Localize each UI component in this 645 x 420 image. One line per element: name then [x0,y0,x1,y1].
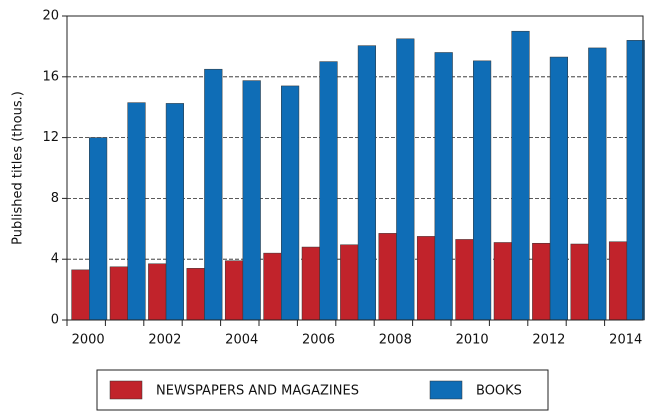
x-tick-label: 2008 [379,333,412,348]
x-tick-label: 2014 [609,333,642,348]
x-tick-label: 2012 [532,333,565,348]
x-tick-label: 2000 [72,333,105,348]
bar [263,252,282,321]
legend-label: NEWSPAPERS AND MAGAZINES [156,384,359,399]
bar [455,239,474,321]
x-tick-label: 2006 [302,333,335,348]
y-tick-label: 20 [42,9,59,24]
bar [473,60,492,321]
x-tick-label: 2010 [456,333,489,348]
y-tick-label: 8 [51,191,59,206]
y-axis-label: Published titles (thous.) [11,91,26,245]
bar [416,236,436,321]
bar [224,260,244,321]
bar [242,80,261,321]
bar [588,47,607,321]
bar [434,52,453,321]
bar [127,102,146,321]
y-tick-label: 0 [51,313,59,328]
bar [378,233,397,321]
bar [165,103,184,321]
legend-box [96,369,549,411]
bar [396,38,415,321]
bar [71,269,90,321]
bar [204,68,223,321]
legend-swatch [109,380,143,400]
bar [493,242,512,321]
bar [357,45,376,321]
legend-swatch [429,380,463,400]
y-tick-label: 16 [42,69,59,84]
y-tick-label: 12 [42,130,59,145]
bar [89,137,108,321]
x-tick-label: 2004 [225,333,258,348]
y-tick-label: 4 [51,252,59,267]
bar [109,266,128,321]
bar [319,61,338,321]
bar [148,263,167,321]
bar [532,242,551,321]
bar [570,243,589,321]
plot-frame [66,15,644,321]
bar [281,85,300,321]
bar [511,30,530,321]
bar [626,40,645,321]
bar [549,56,568,321]
bar [186,268,205,321]
bar [301,246,320,321]
bar [608,241,628,321]
x-tick-label: 2002 [148,333,181,348]
legend-label: BOOKS [476,384,522,399]
bar [340,244,359,321]
